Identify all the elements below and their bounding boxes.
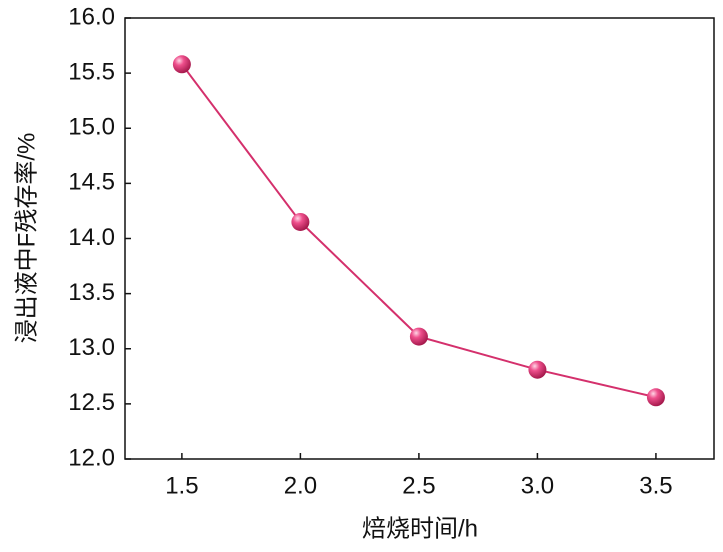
x-tick-label: 2.5: [402, 472, 435, 499]
marker: [409, 327, 428, 346]
y-tick-label: 14.0: [68, 224, 115, 251]
marker: [291, 212, 310, 231]
x-tick-label: 1.5: [165, 472, 198, 499]
y-tick-label: 13.5: [68, 279, 115, 306]
y-tick-label: 15.5: [68, 58, 115, 85]
y-tick-label: 13.0: [68, 334, 115, 361]
marker: [528, 360, 547, 379]
marker: [646, 388, 665, 407]
y-tick-label: 14.5: [68, 169, 115, 196]
x-tick-label: 2.0: [284, 472, 317, 499]
x-tick-label: 3.5: [639, 472, 672, 499]
x-axis-label: 焙烧时间/h: [362, 515, 478, 542]
plot-frame: [124, 17, 715, 460]
y-tick-label: 15.0: [68, 114, 115, 141]
y-tick-label: 12.5: [68, 389, 115, 416]
x-tick-label: 3.0: [521, 472, 554, 499]
y-tick-label: 12.0: [68, 444, 115, 471]
y-tick-label: 16.0: [68, 3, 115, 30]
line: [181, 63, 657, 399]
y-axis-label: 浸出液中F残存率/%: [13, 133, 40, 344]
marker: [172, 55, 191, 74]
